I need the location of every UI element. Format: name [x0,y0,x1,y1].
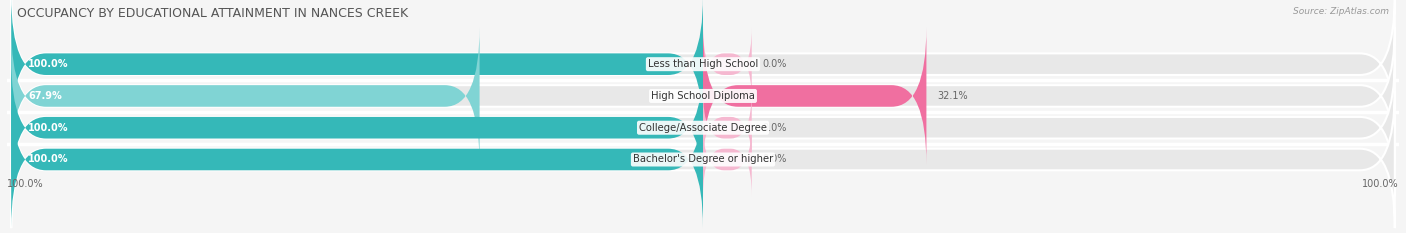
FancyBboxPatch shape [11,91,1395,228]
Text: 100.0%: 100.0% [28,154,69,164]
Text: 0.0%: 0.0% [763,59,787,69]
Text: High School Diploma: High School Diploma [651,91,755,101]
Text: 100.0%: 100.0% [1362,179,1399,189]
Text: 100.0%: 100.0% [7,179,44,189]
FancyBboxPatch shape [11,59,1395,196]
FancyBboxPatch shape [703,91,752,164]
Text: Source: ZipAtlas.com: Source: ZipAtlas.com [1294,7,1389,16]
FancyBboxPatch shape [11,27,1395,164]
Text: College/Associate Degree: College/Associate Degree [638,123,768,133]
Text: Bachelor's Degree or higher: Bachelor's Degree or higher [633,154,773,164]
FancyBboxPatch shape [11,0,1395,133]
FancyBboxPatch shape [11,59,703,196]
Text: 100.0%: 100.0% [28,59,69,69]
Text: 67.9%: 67.9% [28,91,62,101]
FancyBboxPatch shape [703,27,752,101]
FancyBboxPatch shape [11,27,479,164]
Text: 32.1%: 32.1% [938,91,969,101]
Text: 100.0%: 100.0% [28,123,69,133]
Text: 0.0%: 0.0% [763,154,787,164]
FancyBboxPatch shape [11,91,703,228]
Text: OCCUPANCY BY EDUCATIONAL ATTAINMENT IN NANCES CREEK: OCCUPANCY BY EDUCATIONAL ATTAINMENT IN N… [17,7,408,20]
FancyBboxPatch shape [11,0,703,133]
FancyBboxPatch shape [703,123,752,196]
Text: 0.0%: 0.0% [763,123,787,133]
Text: Less than High School: Less than High School [648,59,758,69]
FancyBboxPatch shape [703,27,927,164]
